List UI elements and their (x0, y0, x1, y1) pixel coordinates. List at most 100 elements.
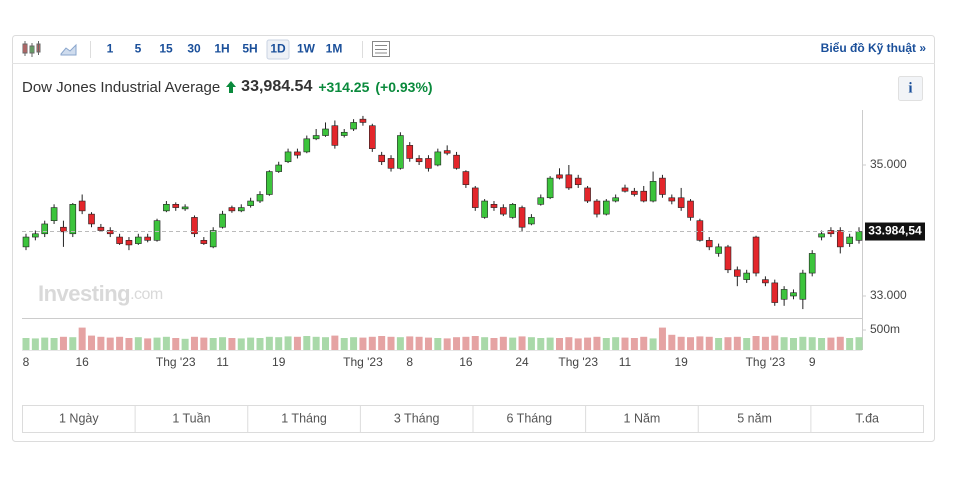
candle-body (228, 207, 236, 212)
candle-body (621, 187, 629, 192)
candle-body (762, 279, 769, 284)
candle-body (191, 217, 198, 235)
candle-body (659, 177, 666, 195)
active-timeframe[interactable] (266, 39, 290, 60)
candle-body (340, 131, 348, 136)
candle-body (378, 154, 385, 163)
candle-body (41, 223, 49, 235)
candle-body (490, 204, 498, 208)
range-button[interactable]: 3 Tháng (394, 411, 440, 425)
candle-body (677, 197, 685, 208)
candle-body (153, 220, 161, 241)
candle-body (734, 269, 741, 277)
change: +314.25 (318, 79, 370, 95)
timeframe-button[interactable]: 5 (135, 42, 142, 56)
candle-body (556, 174, 563, 179)
timeframe-button[interactable]: 30 (187, 42, 201, 56)
candle-body (462, 171, 470, 185)
candle-body (593, 200, 601, 215)
candle-body (453, 154, 460, 169)
x-tick-label: 16 (459, 355, 473, 369)
range-button[interactable]: 6 Tháng (506, 411, 552, 425)
timeframe-button[interactable]: 1W (297, 42, 316, 56)
candle-body (50, 207, 58, 221)
candle-body (256, 194, 264, 202)
candle-body (836, 230, 844, 248)
candle-body (631, 190, 638, 195)
candle-body (78, 200, 86, 212)
candle-body (144, 236, 151, 241)
candle-body (266, 171, 273, 195)
candle-body (88, 213, 95, 225)
candle-body (284, 151, 292, 163)
x-tick-label: 8 (406, 355, 413, 369)
candle-body (500, 207, 507, 215)
candle-body (97, 226, 105, 231)
candle-body (855, 231, 863, 241)
watermark-suffix: .com (130, 286, 163, 303)
header: Dow Jones Industrial Average 33,984.54 +… (22, 77, 439, 97)
volume-tick-label: 500m (870, 322, 900, 336)
timeframe-button[interactable]: 1M (326, 42, 343, 56)
candle-body (359, 118, 367, 123)
candle-body (200, 240, 208, 244)
candle-body (481, 200, 488, 218)
candle-body (705, 240, 713, 248)
candle-body (537, 197, 545, 205)
candle-body (790, 292, 797, 297)
candle-body (668, 197, 676, 202)
candle-body (808, 253, 816, 274)
candle-body (209, 230, 217, 248)
candle-body (584, 187, 591, 202)
candle-icon[interactable] (22, 41, 41, 57)
info-label[interactable]: i (908, 80, 912, 96)
candle-body (181, 206, 189, 210)
candle-body (425, 158, 432, 169)
candle-body (60, 226, 67, 233)
range-button[interactable]: 1 Năm (624, 411, 661, 425)
area-icon[interactable] (60, 43, 77, 56)
candle-body (715, 246, 722, 254)
candle-body (275, 164, 283, 172)
x-tick-label: Thg '23 (746, 355, 786, 369)
timeframe-button[interactable]: 1H (214, 42, 229, 56)
x-tick-label: Thg '23 (156, 355, 196, 369)
candle-body (125, 240, 133, 246)
range-button[interactable]: 1 Tuần (172, 411, 210, 425)
technical-link[interactable]: Biểu đồ Kỹ thuật » (821, 41, 927, 55)
candle-body (387, 158, 395, 169)
range-button[interactable]: T.đa (855, 411, 879, 425)
candle-body (397, 135, 404, 169)
candle-body (546, 177, 554, 199)
up-arrow (226, 81, 237, 93)
x-tick-label: 9 (809, 355, 816, 369)
candle-body (443, 150, 451, 154)
price: 33,984.54 (241, 78, 313, 95)
candle-body (294, 151, 301, 156)
candle-body (771, 282, 779, 303)
last-price-box (865, 222, 925, 241)
y-tick-label: 35.000 (870, 157, 907, 171)
candle-body (116, 236, 123, 244)
candle-body (106, 230, 114, 235)
timeframe-button[interactable]: 1 (107, 42, 114, 56)
range-button[interactable]: 1 Ngày (59, 411, 99, 425)
candle-body (743, 272, 750, 280)
timeframe-button[interactable]: 5H (242, 42, 257, 56)
y-tick-label: 33.000 (870, 288, 907, 302)
candle-body (602, 200, 610, 215)
info-button[interactable] (898, 76, 923, 101)
timeframe-button[interactable]: 15 (159, 42, 173, 56)
candle-body (369, 125, 376, 149)
change-pct: (+0.93%) (375, 79, 433, 95)
range-button[interactable]: 1 Tháng (281, 411, 327, 425)
range-button[interactable]: 5 năm (737, 411, 772, 425)
last-price-label: 33.984,54 (868, 224, 922, 238)
candle-body (69, 204, 77, 235)
timeframe-button[interactable]: 1D (270, 42, 286, 56)
x-tick-label: 16 (75, 355, 89, 369)
settings-icon[interactable] (372, 41, 390, 57)
candle-body (649, 181, 657, 202)
candle-body (303, 138, 311, 153)
